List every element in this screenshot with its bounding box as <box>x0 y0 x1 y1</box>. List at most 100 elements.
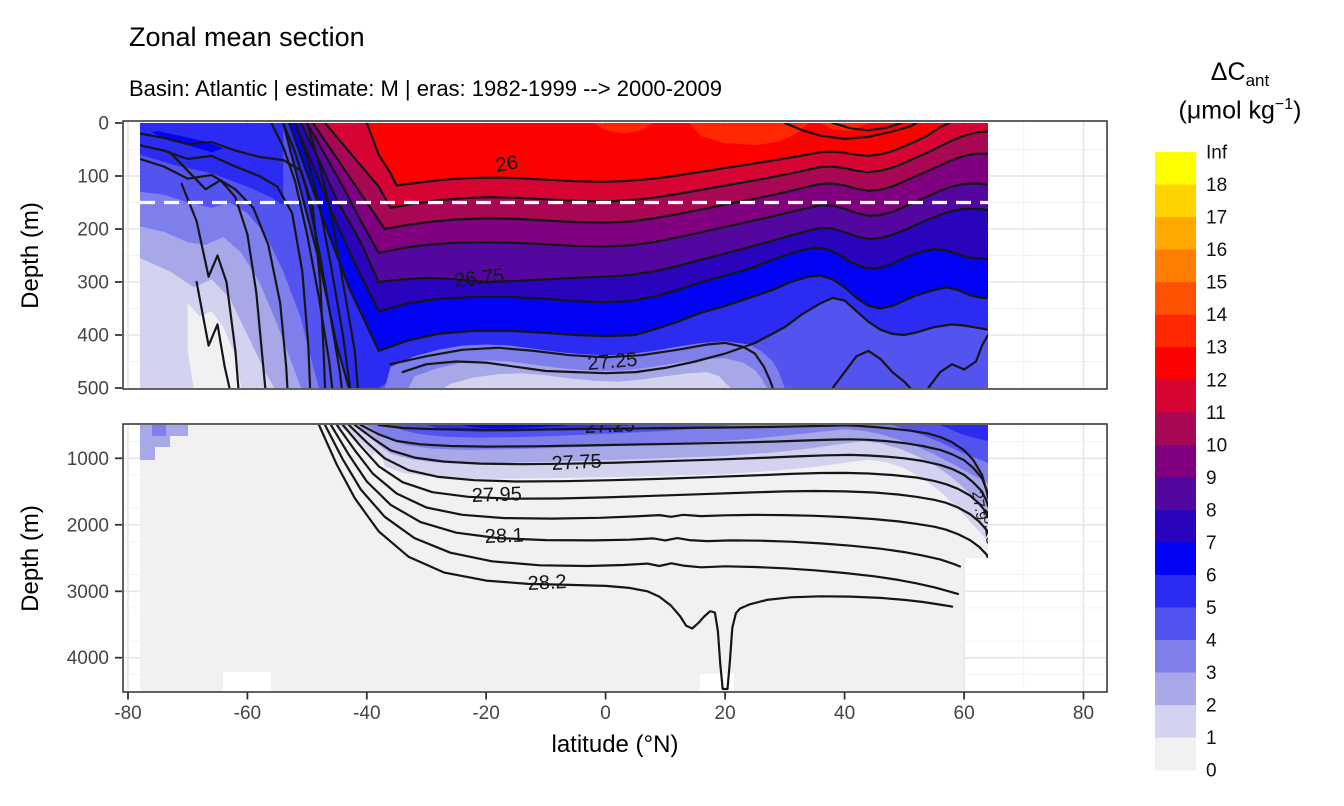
contour-line-26 <box>365 123 951 187</box>
contour-line <box>294 123 988 313</box>
contour-fill <box>187 303 242 388</box>
y-axis-labels-bottom-panel: 1000 2000 3000 4000 <box>67 449 109 669</box>
legend-title-main: ΔC <box>1210 58 1246 86</box>
axis-tick-marks <box>115 122 1085 700</box>
colorbar-label: 4 <box>1206 631 1217 652</box>
colorbar-swatch <box>1155 737 1196 771</box>
colorbar-label: 5 <box>1206 598 1217 619</box>
top-panel-contour-fills: 26 26.75 27.25 <box>140 123 988 388</box>
contour-line <box>831 349 912 388</box>
contour-line <box>831 123 903 132</box>
colorbar-swatch <box>1155 672 1196 706</box>
contour-line <box>180 182 240 388</box>
colorbar-swatch <box>1155 184 1196 218</box>
colorbar-swatch <box>1155 347 1196 381</box>
contour-label-26: 26 <box>494 151 520 177</box>
colorbar-label: 16 <box>1206 240 1227 261</box>
x-tick-label: -40 <box>353 703 380 724</box>
colorbar-label: Inf <box>1206 143 1228 164</box>
colorbar-label: 11 <box>1206 403 1226 424</box>
contour-line-28-1 <box>329 425 962 568</box>
colorbar-label: 13 <box>1206 338 1227 359</box>
bottom-panel-border <box>122 423 1108 693</box>
contour-label-right-edge-1: 27.9 <box>968 490 990 522</box>
contour-fill <box>152 425 166 436</box>
contour-fill <box>140 123 284 206</box>
contour-line <box>311 123 988 231</box>
contour-fill <box>444 372 731 388</box>
colorbar-label: 6 <box>1206 566 1217 587</box>
contour-line <box>140 144 312 388</box>
contour-fill <box>689 123 809 146</box>
legend-units: (μmol kg−1) <box>1178 96 1302 125</box>
bottom-panel-contour-lines <box>317 425 988 691</box>
colorbar-swatch <box>1155 705 1196 739</box>
colorbar-label: 18 <box>1206 175 1227 196</box>
y-tick-label: 400 <box>77 326 109 347</box>
colorbar-swatch <box>1155 314 1196 348</box>
y-axis-labels-top-panel: 0 100 200 300 400 500 <box>77 114 109 400</box>
x-tick-label: -20 <box>472 703 499 724</box>
y-tick-label: 200 <box>77 220 109 241</box>
colorbar-swatch <box>1155 574 1196 608</box>
page-title: Zonal mean section <box>129 22 365 52</box>
contour-line-27-25 <box>389 341 774 388</box>
contour-line <box>282 123 343 388</box>
x-tick-label: 80 <box>1073 703 1094 724</box>
colorbar-swatch <box>1155 282 1196 316</box>
y-axis-title-bottom: Depth (m) <box>17 505 44 612</box>
x-tick-label: 40 <box>834 703 855 724</box>
contour-line <box>323 425 960 595</box>
x-tick-label: 20 <box>715 703 736 724</box>
colorbar-label: 1 <box>1206 728 1217 749</box>
page-subtitle: Basin: Atlantic | estimate: M | eras: 19… <box>129 76 722 101</box>
colorbar-swatch <box>1155 412 1196 446</box>
contour-line <box>927 333 988 388</box>
x-axis-labels: -80 -60 -40 -20 0 20 40 60 80 <box>114 703 1094 724</box>
contour-fill <box>593 123 654 134</box>
contour-line-27-25-lower <box>377 425 988 500</box>
colorbar-label: 3 <box>1206 663 1217 684</box>
y-tick-label: 300 <box>77 273 109 294</box>
contour-label-right-edge-2: 28.15 <box>979 507 1000 546</box>
y-tick-label: 4000 <box>67 648 109 669</box>
colorbar-label: 7 <box>1206 533 1217 554</box>
colorbar-swatch <box>1155 542 1196 576</box>
contour-line <box>270 123 334 388</box>
colorbar-swatch <box>1155 640 1196 674</box>
contour-fill <box>151 131 224 153</box>
colorbar-labels: Inf 18 17 16 15 14 13 12 11 10 9 8 7 6 5… <box>1206 143 1228 782</box>
x-tick-label: 60 <box>954 703 975 724</box>
contour-line <box>359 425 988 497</box>
top-panel-border <box>122 120 1108 390</box>
x-axis-title: latitude (°N) <box>552 731 679 758</box>
contour-label-27-95: 27.95 <box>471 483 522 507</box>
contour-line-27-95 <box>341 425 988 535</box>
contour-label-27-25-lower: 27.25 <box>584 414 635 438</box>
contour-label-28-1: 28.1 <box>484 525 524 548</box>
colorbar-label: 15 <box>1206 273 1227 294</box>
contour-line <box>323 123 988 209</box>
y-tick-label: 3000 <box>67 582 109 603</box>
colorbar-label: 9 <box>1206 468 1217 489</box>
contour-line-26-75 <box>300 123 988 284</box>
contour-label-26-75: 26.75 <box>453 265 505 292</box>
legend-title: ΔCant <box>1150 58 1330 91</box>
bathymetry-gap <box>700 674 734 692</box>
bathymetry-gap <box>223 672 271 692</box>
contour-line <box>140 157 289 388</box>
legend-title-subscript: ant <box>1245 71 1270 90</box>
colorbar-swatch <box>1155 444 1196 478</box>
contour-line <box>335 425 988 560</box>
y-tick-label: 2000 <box>67 515 109 536</box>
y-tick-label: 500 <box>77 379 109 400</box>
contour-fill <box>366 425 988 484</box>
colorbar-label: 17 <box>1206 208 1227 229</box>
contour-label-28-2: 28.2 <box>527 571 567 595</box>
contour-line <box>347 425 988 518</box>
y-tick-label: 0 <box>98 114 109 135</box>
x-tick-label: -80 <box>114 703 141 724</box>
contour-line <box>288 123 988 352</box>
colorbar-label: 14 <box>1206 305 1228 326</box>
